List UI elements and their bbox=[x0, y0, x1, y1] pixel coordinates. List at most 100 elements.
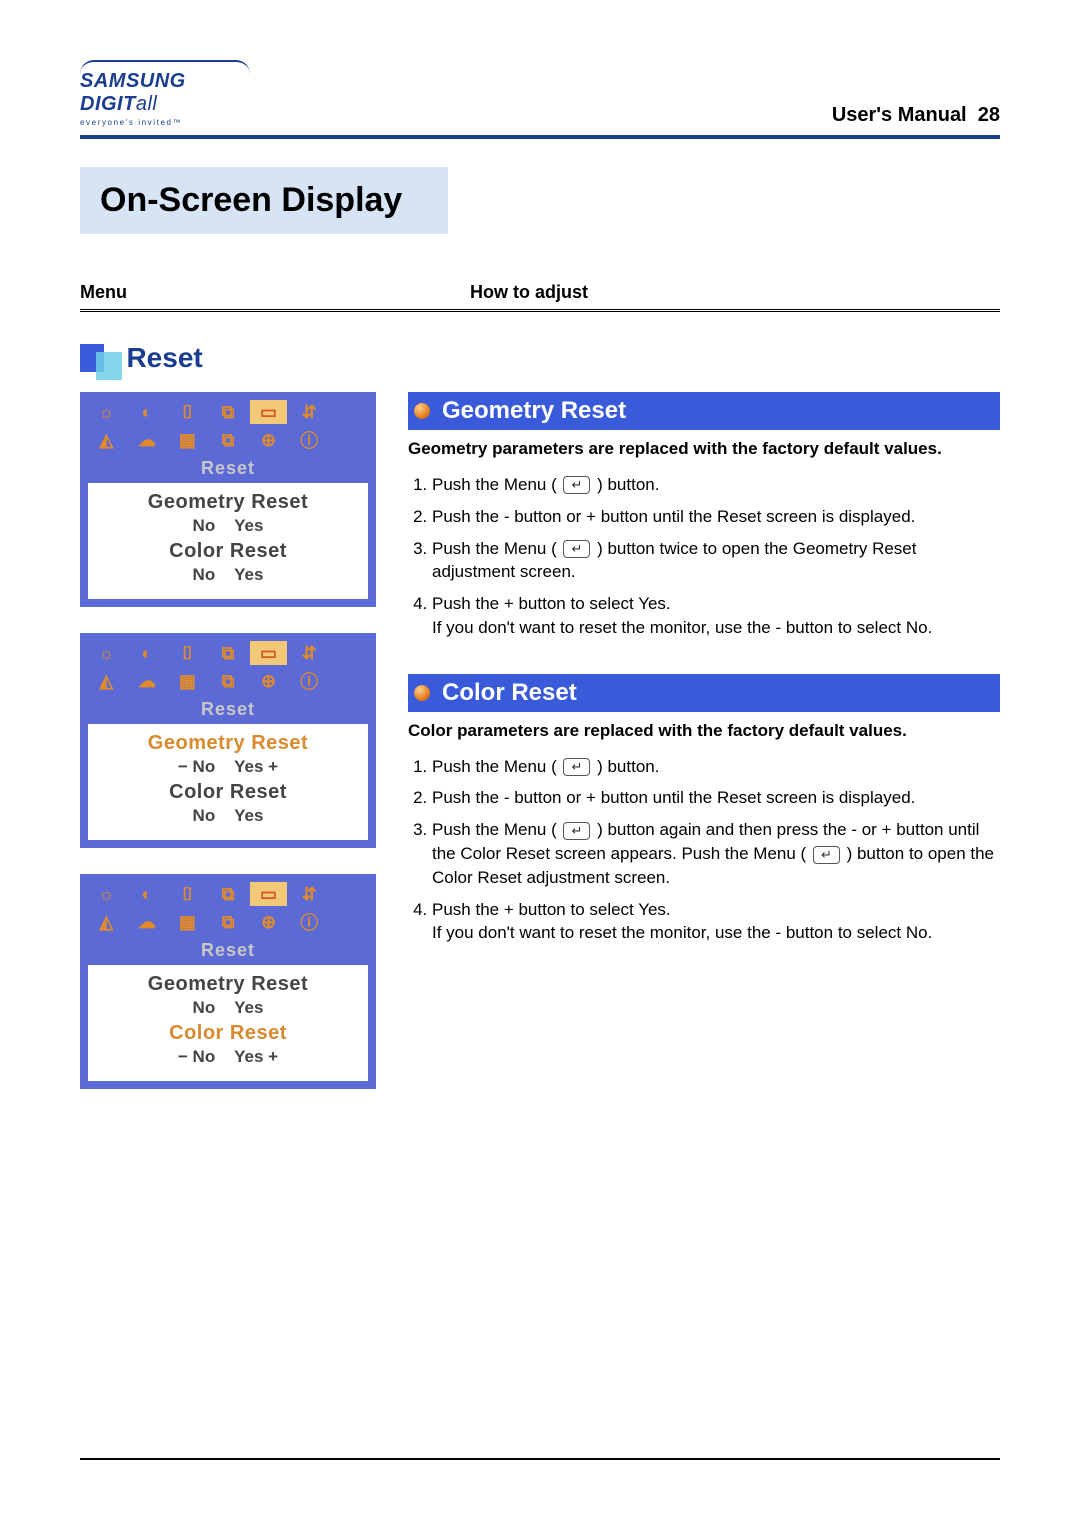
section-square-icon bbox=[80, 344, 104, 372]
menu-button-icon: ↵ bbox=[563, 758, 590, 776]
section-heading: Reset bbox=[80, 342, 1000, 374]
osd-geometry-opts-hl: − No Yes + bbox=[96, 757, 360, 777]
osd-body: Geometry Reset No Yes Color Reset No Yes bbox=[88, 483, 368, 599]
tilt-icon: ◭ bbox=[88, 910, 125, 934]
step: Push the - button or + button until the … bbox=[432, 505, 1000, 529]
size-icon: ⌷ bbox=[169, 882, 206, 906]
geometry-reset-heading: Geometry Reset bbox=[408, 392, 1000, 430]
adjust-icon: ⊕ bbox=[250, 910, 287, 934]
page-number: 28 bbox=[978, 104, 1000, 126]
osd-color-opts-hl: − No Yes + bbox=[96, 1047, 360, 1067]
step: Push the Menu ( ↵ ) button again and the… bbox=[432, 818, 1000, 889]
bullet-icon bbox=[414, 685, 430, 701]
osd-panel-3: ☼ ◐ ⌷ ⧉ ▭ ⇵ ◭ ☁ ▦ ⧉ ⊕ ⓘ Reset Geometry R… bbox=[80, 874, 376, 1089]
reset-icon: ▭ bbox=[250, 641, 287, 665]
opt-minus-no: − No bbox=[178, 1047, 215, 1066]
adjust-icon: ⊕ bbox=[250, 669, 287, 693]
opt-yes-plus: Yes + bbox=[234, 757, 278, 776]
moire-icon: ☁ bbox=[129, 669, 166, 693]
brightness-icon: ☼ bbox=[88, 641, 125, 665]
degauss-icon: ▦ bbox=[169, 428, 206, 452]
reset-icon: ▭ bbox=[250, 882, 287, 906]
page-title: On-Screen Display bbox=[100, 181, 402, 219]
info-icon: ⓘ bbox=[291, 910, 328, 934]
degauss-icon: ▦ bbox=[169, 910, 206, 934]
header-rule bbox=[80, 135, 1000, 139]
opt-no: No bbox=[193, 998, 216, 1017]
menu-button-icon: ↵ bbox=[563, 822, 590, 840]
brightness-icon: ☼ bbox=[88, 882, 125, 906]
menu-button-icon: ↵ bbox=[813, 846, 840, 864]
tilt-icon: ◭ bbox=[88, 669, 125, 693]
osd-title: Reset bbox=[88, 940, 368, 961]
contrast-icon: ◐ bbox=[129, 882, 166, 906]
moire-icon: ☁ bbox=[129, 910, 166, 934]
window-icon: ⧉ bbox=[210, 669, 247, 693]
opt-no: No bbox=[193, 565, 216, 584]
logo-text: SAMSUNG DIGITall bbox=[80, 70, 260, 116]
osd-geometry-opts: No Yes bbox=[96, 998, 360, 1018]
color-reset-heading-text: Color Reset bbox=[442, 679, 577, 707]
opt-yes-plus: Yes + bbox=[234, 1047, 278, 1066]
position-icon: ⧉ bbox=[210, 400, 247, 424]
bullet-icon bbox=[414, 403, 430, 419]
osd-icon-row: ☼ ◐ ⌷ ⧉ ▭ ⇵ ◭ ☁ ▦ ⧉ ⊕ ⓘ bbox=[88, 400, 368, 452]
osd-panel-1: ☼ ◐ ⌷ ⧉ ▭ ⇵ ◭ ☁ ▦ ⧉ ⊕ ⓘ Reset Geometry R… bbox=[80, 392, 376, 607]
osd-color-hl: Color Reset bbox=[96, 1022, 360, 1045]
step: Push the + button to select Yes.If you d… bbox=[432, 592, 1000, 640]
content-row: ☼ ◐ ⌷ ⧉ ▭ ⇵ ◭ ☁ ▦ ⧉ ⊕ ⓘ Reset Geometry R… bbox=[80, 392, 1000, 1115]
geometry-reset-desc: Geometry parameters are replaced with th… bbox=[408, 438, 1000, 461]
blank-icon bbox=[331, 669, 368, 693]
manual-text: User's Manual bbox=[832, 104, 967, 126]
lock-icon: ⇵ bbox=[291, 882, 328, 906]
info-icon: ⓘ bbox=[291, 669, 328, 693]
step: Push the Menu ( ↵ ) button twice to open… bbox=[432, 537, 1000, 585]
contrast-icon: ◐ bbox=[129, 400, 166, 424]
geometry-reset-steps: Push the Menu ( ↵ ) button. Push the - b… bbox=[408, 473, 1000, 640]
logo-suffix: all bbox=[136, 93, 158, 115]
osd-geometry-opts: No Yes bbox=[96, 516, 360, 536]
size-icon: ⌷ bbox=[169, 400, 206, 424]
opt-yes: Yes bbox=[234, 516, 263, 535]
page-title-block: On-Screen Display bbox=[80, 167, 448, 234]
osd-title: Reset bbox=[88, 458, 368, 479]
step: Push the Menu ( ↵ ) button. bbox=[432, 755, 1000, 779]
osd-color: Color Reset bbox=[96, 540, 360, 563]
osd-title: Reset bbox=[88, 699, 368, 720]
col-menu-header: Menu bbox=[80, 282, 470, 303]
osd-body: Geometry Reset − No Yes + Color Reset No… bbox=[88, 724, 368, 840]
step: Push the Menu ( ↵ ) button. bbox=[432, 473, 1000, 497]
howto-column: Geometry Reset Geometry parameters are r… bbox=[408, 392, 1000, 1115]
window-icon: ⧉ bbox=[210, 428, 247, 452]
tilt-icon: ◭ bbox=[88, 428, 125, 452]
reset-icon: ▭ bbox=[250, 400, 287, 424]
menu-button-icon: ↵ bbox=[563, 476, 590, 494]
step: Push the + button to select Yes.If you d… bbox=[432, 898, 1000, 946]
color-reset-steps: Push the Menu ( ↵ ) button. Push the - b… bbox=[408, 755, 1000, 946]
size-icon: ⌷ bbox=[169, 641, 206, 665]
contrast-icon: ◐ bbox=[129, 641, 166, 665]
page-header: SAMSUNG DIGITall everyone's invited™ Use… bbox=[80, 60, 1000, 127]
geometry-reset-heading-text: Geometry Reset bbox=[442, 397, 626, 425]
position-icon: ⧉ bbox=[210, 641, 247, 665]
info-icon: ⓘ bbox=[291, 428, 328, 452]
opt-yes: Yes bbox=[234, 565, 263, 584]
osd-geometry: Geometry Reset bbox=[96, 973, 360, 996]
brand-logo: SAMSUNG DIGITall everyone's invited™ bbox=[80, 60, 260, 127]
section-label: Reset bbox=[126, 342, 202, 374]
osd-panel-2: ☼ ◐ ⌷ ⧉ ▭ ⇵ ◭ ☁ ▦ ⧉ ⊕ ⓘ Reset Geometry R… bbox=[80, 633, 376, 848]
menu-button-icon: ↵ bbox=[563, 540, 590, 558]
lock-icon: ⇵ bbox=[291, 641, 328, 665]
blank-icon bbox=[331, 910, 368, 934]
moire-icon: ☁ bbox=[129, 428, 166, 452]
osd-body: Geometry Reset No Yes Color Reset − No Y… bbox=[88, 965, 368, 1081]
lock-icon: ⇵ bbox=[291, 400, 328, 424]
osd-geometry: Geometry Reset bbox=[96, 491, 360, 514]
blank-icon bbox=[331, 882, 368, 906]
blank-icon bbox=[331, 428, 368, 452]
osd-color-opts: No Yes bbox=[96, 565, 360, 585]
position-icon: ⧉ bbox=[210, 882, 247, 906]
manual-label: User's Manual 28 bbox=[832, 104, 1000, 127]
osd-icon-row: ☼ ◐ ⌷ ⧉ ▭ ⇵ ◭ ☁ ▦ ⧉ ⊕ ⓘ bbox=[88, 641, 368, 693]
osd-color-opts: No Yes bbox=[96, 806, 360, 826]
